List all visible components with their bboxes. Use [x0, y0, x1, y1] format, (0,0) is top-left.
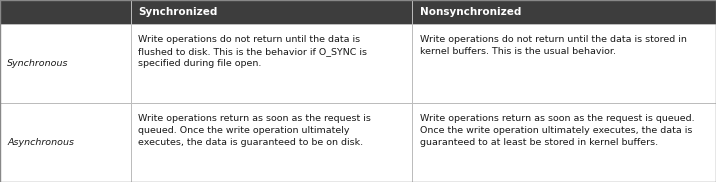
- Bar: [0, 103, 131, 182]
- Text: Write operations return as soon as the request is queued.
Once the write operati: Write operations return as soon as the r…: [420, 114, 695, 147]
- Text: Asynchronous: Asynchronous: [7, 138, 74, 147]
- Bar: [131, 103, 412, 182]
- Bar: [131, 0, 412, 24]
- Text: Synchronized: Synchronized: [138, 7, 218, 17]
- Text: Write operations do not return until the data is
flushed to disk. This is the be: Write operations do not return until the…: [138, 35, 367, 68]
- Text: Nonsynchronized: Nonsynchronized: [420, 7, 521, 17]
- Bar: [0, 24, 131, 103]
- Bar: [131, 24, 412, 103]
- Bar: [0, 0, 131, 24]
- Text: Synchronous: Synchronous: [7, 59, 69, 68]
- Bar: [412, 0, 716, 24]
- Text: Write operations do not return until the data is stored in
kernel buffers. This : Write operations do not return until the…: [420, 35, 687, 56]
- Bar: [412, 24, 716, 103]
- Text: Write operations return as soon as the request is
queued. Once the write operati: Write operations return as soon as the r…: [138, 114, 371, 147]
- Bar: [412, 103, 716, 182]
